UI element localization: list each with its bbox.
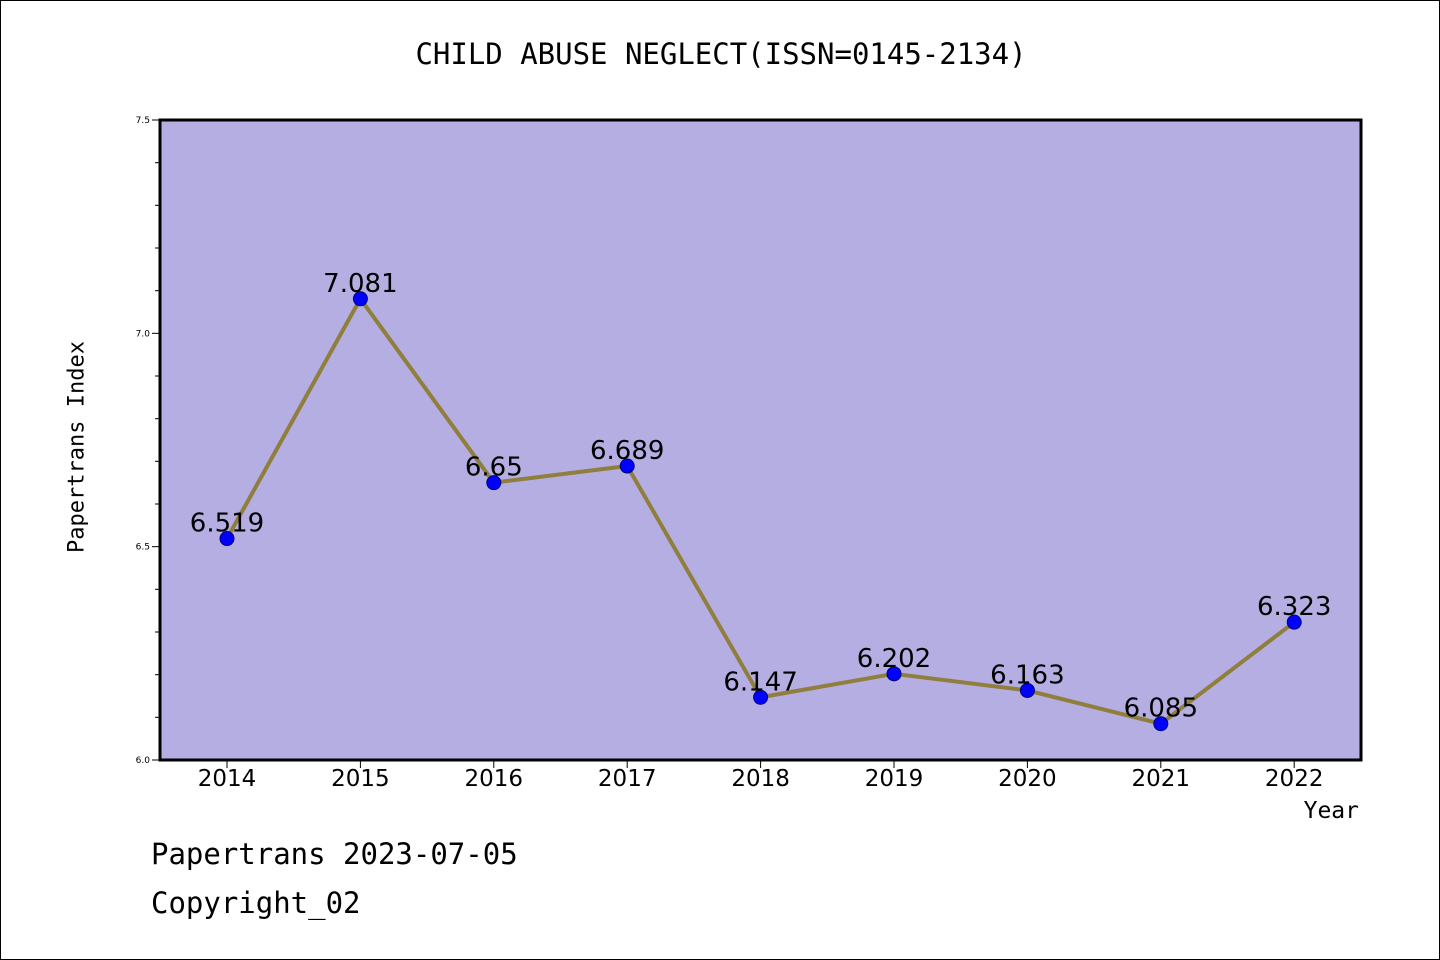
x-tick-label: 2019 (865, 766, 924, 792)
data-label: 6.519 (190, 509, 264, 539)
x-tick-label: 2021 (1132, 766, 1191, 792)
data-label: 6.085 (1124, 694, 1198, 724)
x-tick-label: 2018 (731, 766, 790, 792)
data-point (352, 291, 368, 307)
x-tick-label: 2014 (198, 766, 257, 792)
data-label: 6.65 (465, 453, 523, 483)
data-label: 6.163 (990, 660, 1064, 690)
chart-title: CHILD ABUSE NEGLECT(ISSN=0145-2134) (415, 37, 1027, 71)
x-tick-label: 2016 (465, 766, 524, 792)
data-label: 6.323 (1257, 592, 1331, 622)
data-point (753, 689, 769, 705)
data-label: 6.147 (723, 667, 797, 697)
x-tick-label: 2015 (331, 766, 390, 792)
data-point (1153, 716, 1169, 732)
data-point (486, 475, 502, 491)
x-tick-label: 2022 (1265, 766, 1324, 792)
footer-date: Papertrans 2023-07-05 (151, 837, 518, 871)
x-tick-label: 2020 (998, 766, 1057, 792)
y-tick-label: 6.5 (136, 543, 150, 553)
x-tick-label: 2017 (598, 766, 657, 792)
data-point (886, 666, 902, 682)
data-point (1286, 614, 1302, 630)
data-label: 6.202 (857, 644, 931, 674)
y-tick-label: 6.0 (136, 756, 151, 766)
y-tick-label: 7.5 (136, 116, 150, 126)
footer-copyright: Copyright_02 (151, 886, 361, 920)
x-axis-label: Year (1303, 798, 1359, 824)
data-label: 7.081 (323, 269, 397, 299)
plot-area (160, 120, 1361, 760)
data-point (1019, 682, 1035, 698)
plot-border (158, 118, 1363, 762)
data-point (619, 458, 635, 474)
data-point (219, 531, 235, 547)
data-label: 6.689 (590, 436, 664, 466)
y-tick-label: 7.0 (136, 329, 151, 339)
